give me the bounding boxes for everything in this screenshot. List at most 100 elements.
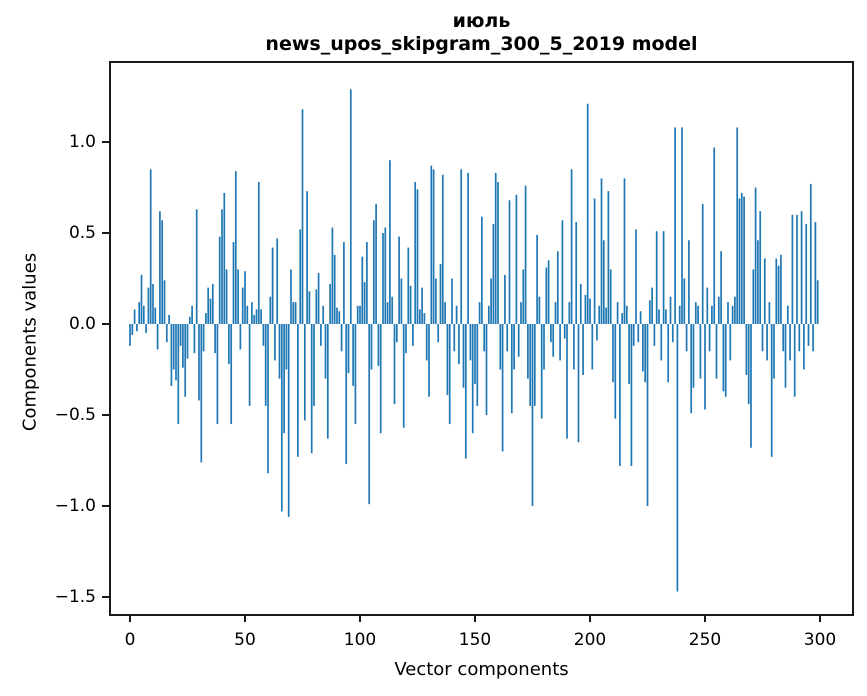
bar bbox=[276, 238, 279, 324]
y-tick-label: 0.0 bbox=[68, 314, 96, 334]
bar bbox=[142, 305, 145, 324]
bar bbox=[129, 324, 131, 346]
bar bbox=[448, 324, 451, 425]
bar bbox=[814, 222, 817, 324]
bar bbox=[292, 302, 295, 324]
bar bbox=[324, 324, 327, 379]
bar bbox=[260, 309, 262, 324]
bar bbox=[439, 263, 442, 324]
bar bbox=[425, 324, 428, 361]
bar bbox=[471, 324, 474, 434]
bar bbox=[579, 283, 582, 324]
x-axis-label: Vector components bbox=[394, 659, 569, 680]
bar bbox=[182, 324, 184, 368]
bar bbox=[377, 324, 380, 366]
bar bbox=[591, 324, 594, 370]
bar bbox=[136, 324, 138, 332]
bar bbox=[648, 300, 651, 324]
bar bbox=[161, 220, 164, 324]
bar bbox=[568, 302, 571, 324]
y-tick-mark bbox=[102, 596, 109, 598]
bar bbox=[428, 324, 430, 397]
bar bbox=[694, 302, 697, 324]
bar bbox=[418, 309, 421, 324]
bar bbox=[147, 287, 150, 324]
bar bbox=[177, 324, 180, 425]
bar bbox=[805, 223, 808, 324]
bar bbox=[727, 302, 729, 324]
bar bbox=[683, 278, 686, 324]
bar bbox=[639, 311, 642, 324]
bar bbox=[499, 324, 502, 370]
bar bbox=[287, 324, 290, 517]
bar bbox=[685, 324, 688, 352]
bar bbox=[195, 209, 198, 324]
bar bbox=[455, 305, 458, 324]
bar bbox=[186, 324, 189, 359]
bar bbox=[416, 189, 419, 324]
bar bbox=[697, 305, 699, 324]
bar bbox=[770, 324, 773, 457]
bar bbox=[642, 324, 644, 372]
bar bbox=[784, 324, 787, 388]
y-tick-mark bbox=[102, 414, 109, 416]
bar bbox=[228, 324, 230, 365]
bar bbox=[690, 324, 693, 414]
bar bbox=[303, 324, 306, 421]
bar bbox=[361, 256, 364, 324]
bar bbox=[734, 296, 736, 324]
bar bbox=[386, 302, 389, 324]
bar bbox=[803, 324, 805, 370]
bar bbox=[402, 324, 405, 428]
plot-area bbox=[109, 61, 854, 616]
bar bbox=[520, 302, 522, 324]
bar bbox=[251, 302, 253, 324]
bar bbox=[720, 251, 722, 324]
bar bbox=[786, 305, 789, 324]
bar bbox=[662, 231, 665, 324]
bar bbox=[453, 324, 456, 352]
bar bbox=[398, 236, 400, 324]
bar bbox=[671, 324, 674, 343]
x-tick-mark bbox=[474, 615, 476, 622]
bar bbox=[575, 222, 578, 324]
bar bbox=[628, 324, 630, 385]
bar bbox=[198, 324, 200, 401]
bar bbox=[347, 324, 350, 374]
x-tick-mark bbox=[589, 615, 591, 622]
bar bbox=[701, 203, 704, 324]
bar bbox=[389, 160, 391, 324]
bar bbox=[655, 231, 658, 324]
bar bbox=[165, 324, 168, 343]
bar bbox=[529, 324, 532, 406]
bar bbox=[326, 324, 329, 439]
bar bbox=[393, 324, 396, 405]
bar bbox=[467, 172, 469, 324]
bar bbox=[239, 324, 242, 350]
bar bbox=[614, 324, 617, 419]
y-tick-mark bbox=[102, 505, 109, 507]
bar bbox=[244, 271, 246, 324]
bar bbox=[349, 89, 352, 324]
bar bbox=[609, 269, 612, 324]
bar bbox=[283, 324, 285, 434]
bar bbox=[246, 305, 249, 324]
bar bbox=[644, 324, 647, 383]
x-tick-mark bbox=[819, 615, 821, 622]
bar bbox=[474, 324, 476, 385]
bar bbox=[407, 247, 410, 324]
bar bbox=[175, 324, 177, 381]
bar bbox=[400, 278, 403, 324]
bar bbox=[508, 200, 511, 324]
bar bbox=[234, 171, 237, 324]
bar bbox=[556, 251, 559, 324]
bar bbox=[660, 324, 663, 361]
bar bbox=[524, 185, 527, 324]
x-tick-mark bbox=[244, 615, 246, 622]
x-tick-label: 200 bbox=[573, 630, 607, 650]
bar bbox=[773, 324, 775, 379]
bar bbox=[478, 302, 481, 324]
bar bbox=[313, 324, 315, 406]
bar bbox=[423, 313, 426, 324]
bar bbox=[370, 324, 373, 370]
